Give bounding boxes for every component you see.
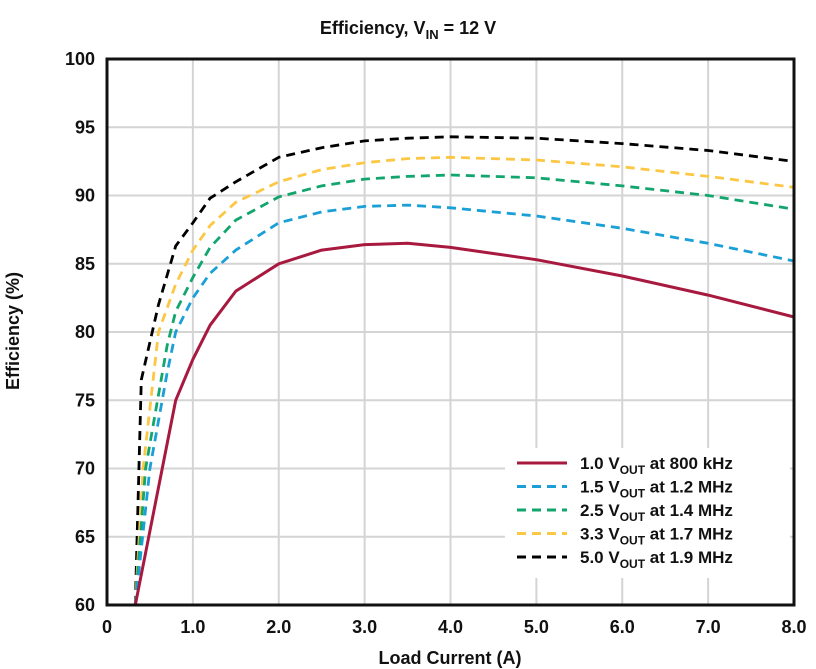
x-tick-label: 2.0 bbox=[266, 617, 291, 637]
legend-label-sub: OUT bbox=[620, 463, 646, 477]
series-line bbox=[133, 155, 795, 606]
series-line bbox=[133, 203, 795, 606]
legend-label-suffix: at 800 kHz bbox=[645, 454, 733, 473]
y-tick-label: 85 bbox=[75, 254, 95, 274]
y-tick-label: 100 bbox=[65, 49, 95, 69]
legend-label-suffix: at 1.2 MHz bbox=[645, 478, 733, 497]
x-tick-label: 5.0 bbox=[524, 617, 549, 637]
x-tick-label: 8.0 bbox=[781, 617, 806, 637]
legend-label-main: 2.5 V bbox=[580, 501, 620, 520]
y-tick-label: 80 bbox=[75, 322, 95, 342]
x-tick-label: 6.0 bbox=[610, 617, 635, 637]
tick-labels: 0 1.0 2.0 3.0 4.0 5.0 6.0 7.0 8.0 60 65 70 75 80 85 90 9… bbox=[65, 49, 807, 637]
plot-frame bbox=[105, 57, 796, 607]
legend-label-suffix: at 1.9 MHz bbox=[645, 548, 733, 567]
legend-label-suffix: at 1.7 MHz bbox=[645, 525, 733, 544]
legend-label-sub: OUT bbox=[620, 510, 646, 524]
legend-label: 1.0 VOUT at 800 kHz bbox=[580, 454, 733, 477]
series-line bbox=[133, 135, 795, 606]
chart-title: Efficiency, VIN = 12 V bbox=[320, 18, 496, 42]
y-tick-label: 75 bbox=[75, 390, 95, 410]
y-tick-label: 70 bbox=[75, 459, 95, 479]
legend-label-main: 1.0 V bbox=[580, 454, 620, 473]
x-tick-label: 4.0 bbox=[438, 617, 463, 637]
legend-label-main: 3.3 V bbox=[580, 525, 620, 544]
legend-label: 5.0 VOUT at 1.9 MHz bbox=[580, 548, 733, 571]
legend-label-sub: OUT bbox=[620, 487, 646, 501]
x-tick-label: 0 bbox=[102, 617, 112, 637]
legend-label: 3.3 VOUT at 1.7 MHz bbox=[580, 525, 733, 548]
series-line bbox=[133, 241, 795, 606]
y-axis-label: Efficiency (%) bbox=[3, 272, 23, 390]
y-tick-label: 90 bbox=[75, 186, 95, 206]
legend-label-sub: OUT bbox=[620, 534, 646, 548]
x-axis-label: Load Current (A) bbox=[379, 648, 522, 668]
x-tick-label: 3.0 bbox=[352, 617, 377, 637]
series-lines bbox=[133, 135, 795, 606]
legend-label-main: 5.0 V bbox=[580, 548, 620, 567]
y-tick-label: 60 bbox=[75, 595, 95, 615]
y-tick-label: 65 bbox=[75, 527, 95, 547]
legend-label-main: 1.5 V bbox=[580, 478, 620, 497]
legend-label-sub: OUT bbox=[620, 557, 646, 571]
x-tick-label: 7.0 bbox=[696, 617, 721, 637]
series-line bbox=[133, 173, 795, 606]
legend-label: 2.5 VOUT at 1.4 MHz bbox=[580, 501, 733, 524]
y-tick-label: 95 bbox=[75, 117, 95, 137]
legend-label: 1.5 VOUT at 1.2 MHz bbox=[580, 478, 733, 501]
legend-label-suffix: at 1.4 MHz bbox=[645, 501, 733, 520]
x-tick-label: 1.0 bbox=[180, 617, 205, 637]
